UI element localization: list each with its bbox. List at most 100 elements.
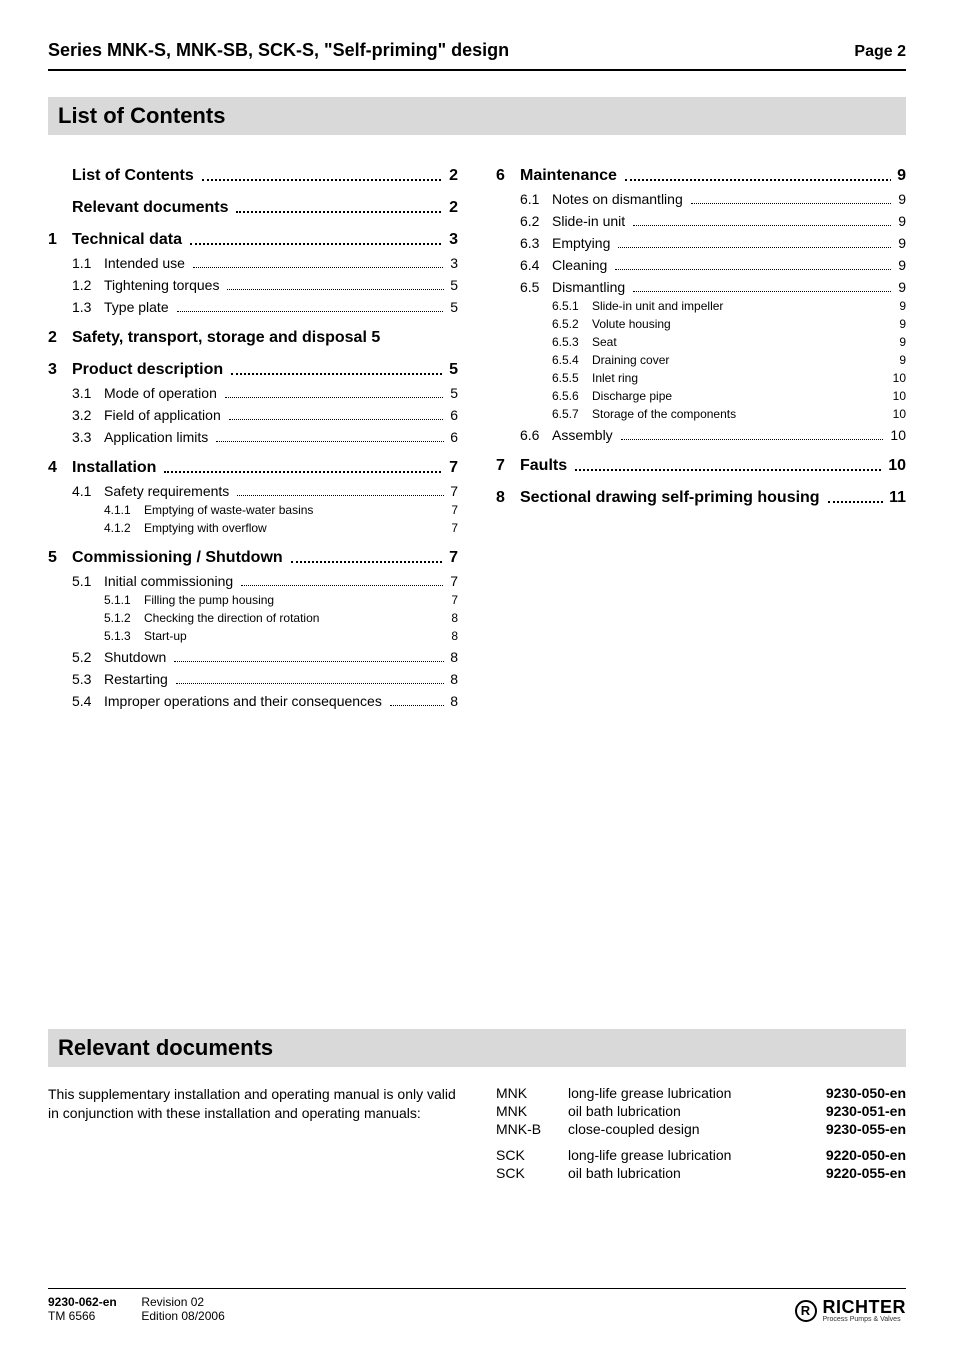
- reldocs-code: 9230-050-en: [826, 1085, 906, 1101]
- toc-page: 10: [887, 371, 906, 385]
- footer-left: 9230-062-en Revision 02 TM 6566 Edition …: [48, 1295, 225, 1323]
- toc-mid: Emptying: [552, 235, 892, 251]
- toc-mid: Safety requirements: [104, 483, 444, 499]
- toc-entry: 4.1.2Emptying with overflow7: [48, 521, 458, 535]
- toc-mid: List of Contents: [72, 167, 443, 185]
- toc-num: 6.5.2: [552, 317, 592, 331]
- toc-num: 6.4: [520, 257, 552, 273]
- toc-num: 3.2: [72, 407, 104, 423]
- toc-text: Cleaning: [552, 257, 611, 273]
- toc-entry: Relevant documents2: [48, 199, 458, 217]
- toc-num: 6.6: [520, 427, 552, 443]
- toc-mid: Type plate: [104, 299, 444, 315]
- toc-page: 5: [444, 299, 458, 315]
- toc-text: Faults: [520, 457, 571, 474]
- toc-entry: 5Commissioning / Shutdown7: [48, 549, 458, 567]
- toc-page: 7: [443, 549, 458, 567]
- toc-num: 1.1: [72, 255, 104, 271]
- toc-entry: 6.4Cleaning 9: [496, 257, 906, 273]
- toc-page: 6: [444, 429, 458, 445]
- toc-entry: 6.5.4Draining cover 9: [496, 353, 906, 367]
- toc-page: 5: [443, 361, 458, 379]
- toc-page: 8: [445, 629, 458, 643]
- toc-num: 6.5.7: [552, 407, 592, 421]
- toc-num: 6.5.4: [552, 353, 592, 367]
- toc-mid: Initial commissioning: [104, 573, 444, 589]
- toc-num: 1.2: [72, 277, 104, 293]
- reldocs-spacer: [496, 1139, 906, 1145]
- toc-entry: 2Safety, transport, storage and disposal…: [48, 329, 458, 347]
- toc-text: Inlet ring: [592, 371, 638, 385]
- toc-page: 9: [892, 279, 906, 295]
- footer-tm: TM 6566: [48, 1309, 138, 1323]
- toc-entry: List of Contents2: [48, 167, 458, 185]
- toc-mid: Installation: [72, 459, 443, 477]
- toc-entry: 5.1.2Checking the direction of rotation8: [48, 611, 458, 625]
- toc-text: Product description: [72, 361, 227, 378]
- toc-num: 5.1.3: [104, 629, 144, 643]
- toc-num: 6.3: [520, 235, 552, 251]
- toc-mid: Draining cover: [592, 353, 893, 367]
- toc-mid: Field of application: [104, 407, 444, 423]
- toc-page: 9: [893, 353, 906, 367]
- toc-page: 6: [444, 407, 458, 423]
- toc-num: 6.1: [520, 191, 552, 207]
- toc-text: Draining cover: [592, 353, 669, 367]
- toc-entry: 1.2Tightening torques5: [48, 277, 458, 293]
- toc-num: 4.1.1: [104, 503, 144, 517]
- toc-mid: Emptying with overflow: [144, 521, 445, 535]
- toc-entry: 5.2Shutdown8: [48, 649, 458, 665]
- reldocs-table-wrap: MNKlong-life grease lubrication9230-050-…: [496, 1085, 906, 1181]
- toc-page: 7: [445, 521, 458, 535]
- toc-text: Intended use: [104, 255, 189, 271]
- toc-entry: 6.5.1Slide-in unit and impeller9: [496, 299, 906, 313]
- reldocs-desc: long-life grease lubrication: [568, 1147, 814, 1163]
- toc-mid: Volute housing: [592, 317, 893, 331]
- toc-page: 10: [887, 389, 906, 403]
- toc-mid: Tightening torques: [104, 277, 444, 293]
- toc-text: Seat: [592, 335, 617, 349]
- toc-entry: 4Installation7: [48, 459, 458, 477]
- header-title: Series MNK-S, MNK-SB, SCK-S, "Self-primi…: [48, 40, 509, 61]
- reldocs-desc: oil bath lubrication: [568, 1165, 814, 1181]
- toc-entry: 7Faults10: [496, 457, 906, 475]
- toc-text: Safety requirements: [104, 483, 233, 499]
- toc-text: List of Contents: [72, 167, 198, 184]
- toc-mid: Inlet ring: [592, 371, 887, 385]
- toc-num: 3: [48, 361, 72, 379]
- toc-page: 9: [892, 257, 906, 273]
- reldocs-paragraph: This supplementary installation and oper…: [48, 1085, 458, 1181]
- toc-page: 9: [892, 213, 906, 229]
- reldocs-desc: close-coupled design: [568, 1121, 814, 1137]
- footer-logo: R RICHTER Process Pumps & Valves: [795, 1298, 907, 1323]
- band-list-of-contents: List of Contents: [48, 97, 906, 135]
- toc-text: Installation: [72, 459, 160, 476]
- toc-mid: Seat: [592, 335, 893, 349]
- toc-mid: Restarting: [104, 671, 444, 687]
- toc-entry: 6.1Notes on dismantling9: [496, 191, 906, 207]
- toc-page: 5: [444, 385, 458, 401]
- toc-num: 4: [48, 459, 72, 477]
- toc-entry: 6.3Emptying9: [496, 235, 906, 251]
- toc-text: Initial commissioning: [104, 573, 237, 589]
- toc-mid: Relevant documents: [72, 199, 443, 217]
- toc-num: 6: [496, 167, 520, 185]
- toc-num: 1.3: [72, 299, 104, 315]
- toc-text: Storage of the components: [592, 407, 736, 421]
- page-footer: 9230-062-en Revision 02 TM 6566 Edition …: [48, 1288, 906, 1323]
- toc-num: 6.5.3: [552, 335, 592, 349]
- toc-page: 9: [893, 299, 906, 313]
- toc-entry: 1.1Intended use3: [48, 255, 458, 271]
- footer-doc: 9230-062-en: [48, 1295, 138, 1309]
- toc-mid: Storage of the components: [592, 407, 887, 421]
- toc-num: 7: [496, 457, 520, 475]
- toc-page: 5: [444, 277, 458, 293]
- toc-num: 5.1.1: [104, 593, 144, 607]
- toc-num: 4.1: [72, 483, 104, 499]
- toc-text: Emptying with overflow: [144, 521, 267, 535]
- toc-text: Restarting: [104, 671, 172, 687]
- toc-text: Emptying: [552, 235, 614, 251]
- toc-entry: 4.1Safety requirements7: [48, 483, 458, 499]
- toc-mid: Commissioning / Shutdown: [72, 549, 443, 567]
- footer-brand-block: RICHTER Process Pumps & Valves: [823, 1298, 907, 1323]
